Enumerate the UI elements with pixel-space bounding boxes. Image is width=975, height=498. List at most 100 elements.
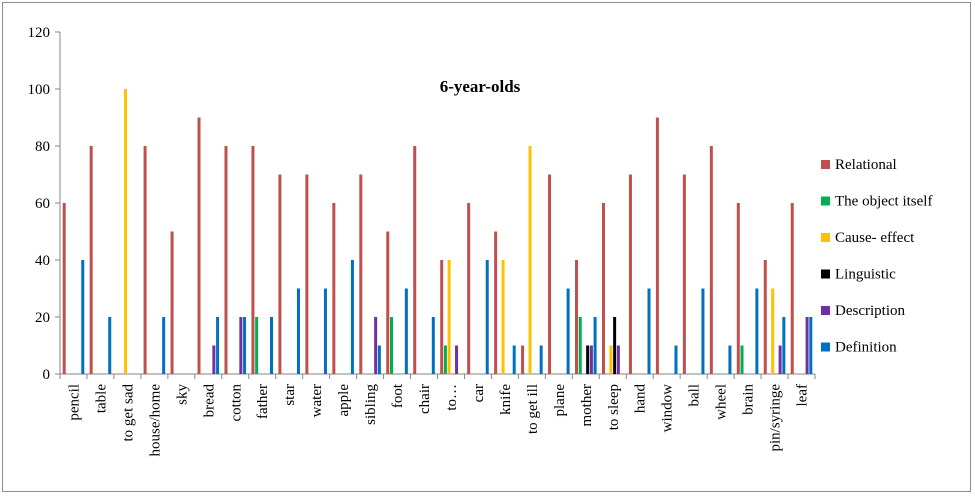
legend-swatch [821,160,830,169]
bar-definition-22 [674,345,678,374]
bar-relational-11 [359,174,363,374]
x-category-label: star [282,384,298,406]
x-category-label: leaf [795,384,811,406]
legend-label: Cause- effect [835,230,915,246]
bar-relational-1 [89,146,93,374]
x-category-label: to sleep [606,384,622,430]
x-category-label: house/home [147,384,163,457]
bar-relational-6 [224,146,228,374]
bar-relational-22 [655,117,659,374]
x-category-label: father [255,384,271,419]
x-category-label: plane [552,384,568,417]
x-category-label: table [93,384,109,413]
x-category-label: foot [390,383,406,408]
y-tick-label: 100 [28,82,51,98]
bar-definition-17 [539,345,543,374]
y-tick-label: 40 [35,253,50,269]
bar-definition-8 [296,288,300,374]
bar-definition-15 [485,260,489,374]
bar-definition-18 [566,288,570,374]
bar-definition-0 [81,260,85,374]
bar-relational-5 [197,117,201,374]
legend-label: Description [835,303,905,319]
bar-relational-13 [413,146,417,374]
bar-relational-18 [548,174,552,374]
bar-cause-effect-16 [501,260,505,374]
bar-definition-13 [431,317,435,374]
bar-description-27 [805,317,809,374]
bar-relational-0 [62,203,66,374]
x-category-label: water [309,384,325,417]
bar-definition-6 [243,317,247,374]
bar-relational-21 [628,174,632,374]
bar-the-object-itself-25 [740,345,744,374]
bar-definition-25 [755,288,759,374]
bar-relational-3 [143,146,147,374]
bar-relational-9 [305,174,309,374]
bar-the-object-itself-19 [578,317,582,374]
bar-definition-12 [404,288,408,374]
x-category-label: mother [579,384,595,427]
x-category-label: cotton [228,384,244,422]
y-tick-label: 60 [35,196,50,212]
y-tick-label: 120 [28,25,51,41]
bar-description-5 [212,345,216,374]
bar-definition-11 [377,345,381,374]
bar-definition-24 [728,345,732,374]
bar-description-14 [455,345,459,374]
bar-cause-effect-2 [124,89,128,374]
x-category-label: sky [174,384,190,405]
chart-frame: 6-year-olds 0 20 40 60 80 100 120 pencil table to… [2,2,971,492]
bar-relational-8 [278,174,282,374]
bar-description-11 [374,317,378,374]
x-category-label: car [471,384,487,402]
bar-definition-7 [270,317,274,374]
bar-the-object-itself-7 [255,317,259,374]
bar-relational-16 [494,231,498,374]
bar-description-26 [778,345,782,374]
x-category-label: chair [417,384,433,414]
legend-label: Relational [835,157,897,173]
bar-definition-9 [323,288,327,374]
bar-relational-20 [601,203,605,374]
chart-title: 6-year-olds [440,77,521,96]
bar-cause-effect-14 [447,260,451,374]
legend-swatch [821,233,830,242]
bar-relational-14 [440,260,444,374]
bar-cause-effect-26 [771,288,775,374]
x-category-label: brain [741,384,757,415]
bar-relational-4 [170,231,174,374]
x-category-label: window [660,384,676,433]
x-category-label: bread [201,384,217,418]
x-category-label: to get sad [120,384,136,442]
bar-the-object-itself-12 [389,317,393,374]
legend-label: Linguistic [835,267,896,283]
bar-relational-25 [736,203,740,374]
x-category-label: sibling [363,384,379,425]
x-category-label: pin/syringe [768,384,784,452]
x-category-label: hand [633,384,649,414]
bar-definition-3 [162,317,166,374]
legend-swatch [821,196,830,206]
bar-definition-1 [108,317,112,374]
bar-relational-23 [682,174,686,374]
bar-relational-10 [332,203,336,374]
y-tick-label: 20 [35,310,50,326]
x-category-label: wheel [714,384,730,420]
bar-definition-10 [350,260,354,374]
bar-definition-23 [701,288,705,374]
bar-relational-7 [251,146,255,374]
legend-label: Definition [835,340,897,356]
x-category-label: to… [444,384,460,411]
legend-swatch [821,306,830,315]
bar-description-19 [589,345,593,374]
bar-relational-15 [467,203,471,374]
legend-swatch [821,342,830,352]
legend-label: The object itself [835,194,932,210]
bar-linguistic-20 [613,317,617,374]
legend-swatch [821,269,830,279]
bar-definition-21 [647,288,651,374]
bar-definition-26 [782,317,786,374]
bar-definition-19 [593,317,597,374]
